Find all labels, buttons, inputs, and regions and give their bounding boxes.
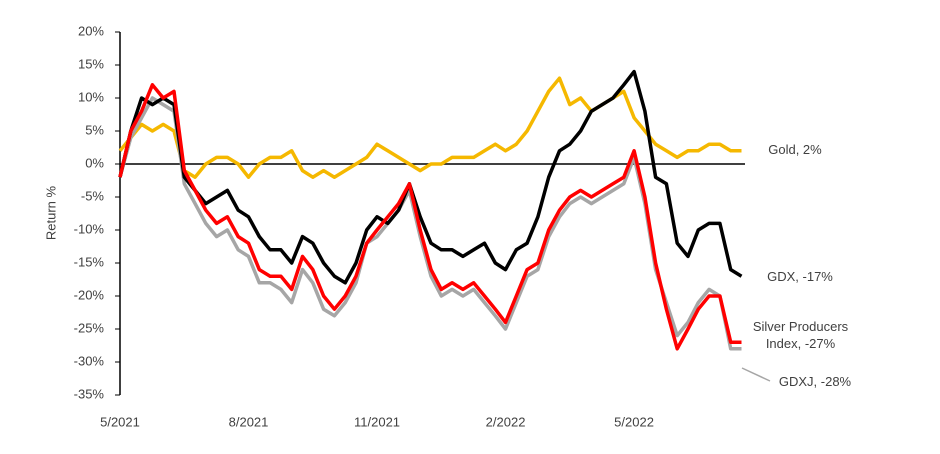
y-tick-label: -20% xyxy=(74,287,105,302)
y-tick-label: -15% xyxy=(74,254,105,269)
y-tick-label: 10% xyxy=(78,89,104,104)
y-tick-label: -35% xyxy=(74,386,105,401)
series-label: Silver Producers Index, -27% xyxy=(752,319,849,351)
y-tick-label: -30% xyxy=(74,353,105,368)
y-axis-title: Return % xyxy=(43,185,58,240)
series-label: GDXJ, -28% xyxy=(778,374,852,389)
y-tick-label: -25% xyxy=(74,320,105,335)
series-label: GDX, -17% xyxy=(767,269,833,284)
y-tick-label: 0% xyxy=(85,155,104,170)
y-tick-label: 20% xyxy=(78,23,104,38)
x-tick-label: 11/2021 xyxy=(354,414,400,429)
x-tick-label: 8/2021 xyxy=(229,414,269,429)
series-line xyxy=(118,76,742,179)
x-tick-label: 5/2022 xyxy=(614,414,654,429)
leader-line xyxy=(741,367,771,382)
x-tick-label: 5/2021 xyxy=(100,414,140,429)
series-line xyxy=(118,83,742,351)
y-tick-label: -5% xyxy=(81,188,105,203)
y-tick-label: 5% xyxy=(85,122,104,137)
y-tick-label: 15% xyxy=(78,56,104,71)
series-label: Gold, 2% xyxy=(768,142,822,157)
y-tick-label: -10% xyxy=(74,221,105,236)
series-line xyxy=(118,69,743,285)
x-tick-label: 2/2022 xyxy=(486,414,526,429)
